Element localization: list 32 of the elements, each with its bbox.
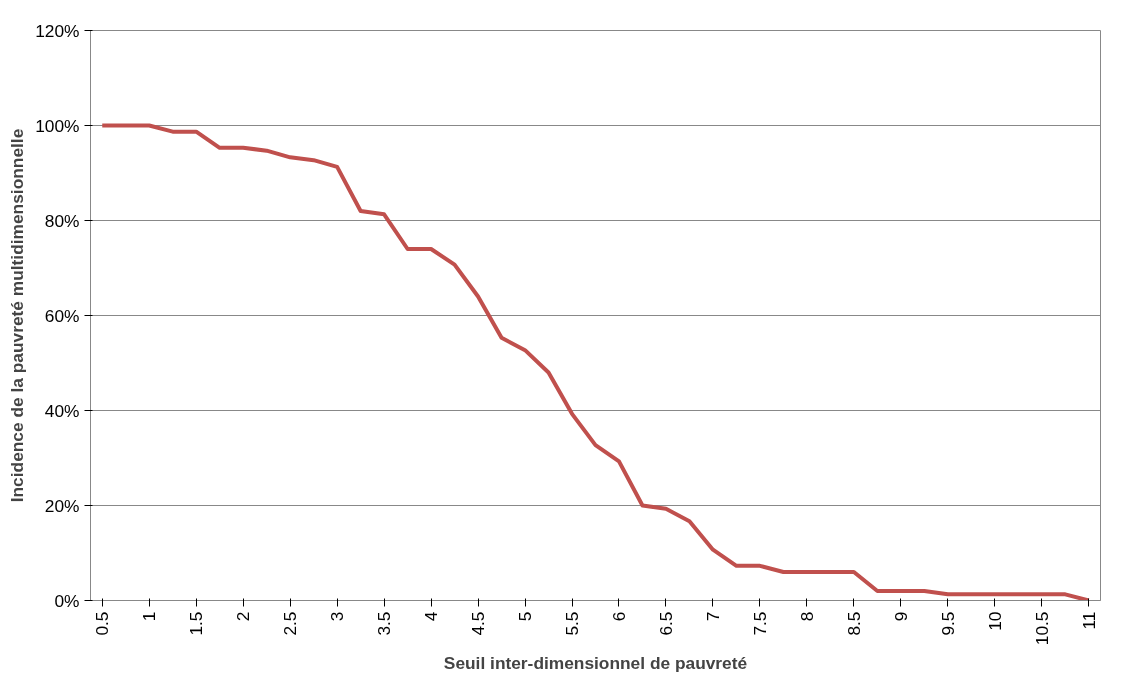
x-tick-label: 7: [702, 611, 723, 622]
x-tick-label: 8.5: [843, 611, 864, 636]
x-tick-label: 3.5: [374, 611, 395, 636]
x-tick-label: 10.5: [1031, 611, 1052, 646]
x-tick-label: 9.5: [937, 611, 958, 636]
x-tick-label: 11: [1078, 611, 1099, 630]
y-tick-label: 60%: [44, 305, 80, 326]
y-tick-label: 100%: [35, 115, 80, 136]
line-series: [100, 123, 1091, 601]
x-tick-label: 3: [327, 611, 348, 622]
x-tick-label: 8: [796, 611, 817, 622]
x-tick-label: 2: [233, 611, 254, 622]
x-tick-label: 2.5: [280, 611, 301, 636]
y-tick-label: 120%: [35, 20, 80, 41]
x-tick-label: 5.5: [562, 611, 583, 636]
x-tick-label: 6: [608, 611, 629, 622]
y-axis-title: Incidence de la pauvreté multidimensionnelle: [7, 128, 28, 503]
y-tick-label: 0%: [54, 590, 80, 611]
y-tick-label: 80%: [44, 210, 80, 231]
x-tick-label: 1: [139, 611, 160, 622]
x-tick-label: 9: [890, 611, 911, 622]
x-tick-label: 5: [515, 611, 536, 622]
x-axis-title: Seuil inter-dimensionnel de pauvreté: [443, 653, 748, 674]
x-tick-label: 1.5: [186, 611, 207, 636]
x-tick-label: 10: [984, 611, 1005, 631]
y-tick-label: 20%: [44, 495, 80, 516]
x-tick-label: 7.5: [749, 611, 770, 636]
x-tick-label: 4.5: [468, 611, 489, 636]
y-tick-label: 40%: [44, 400, 80, 421]
x-tick-label: 4: [421, 611, 442, 622]
x-tick-label: 0.5: [92, 611, 113, 636]
x-tick-label: 6.5: [655, 611, 676, 636]
